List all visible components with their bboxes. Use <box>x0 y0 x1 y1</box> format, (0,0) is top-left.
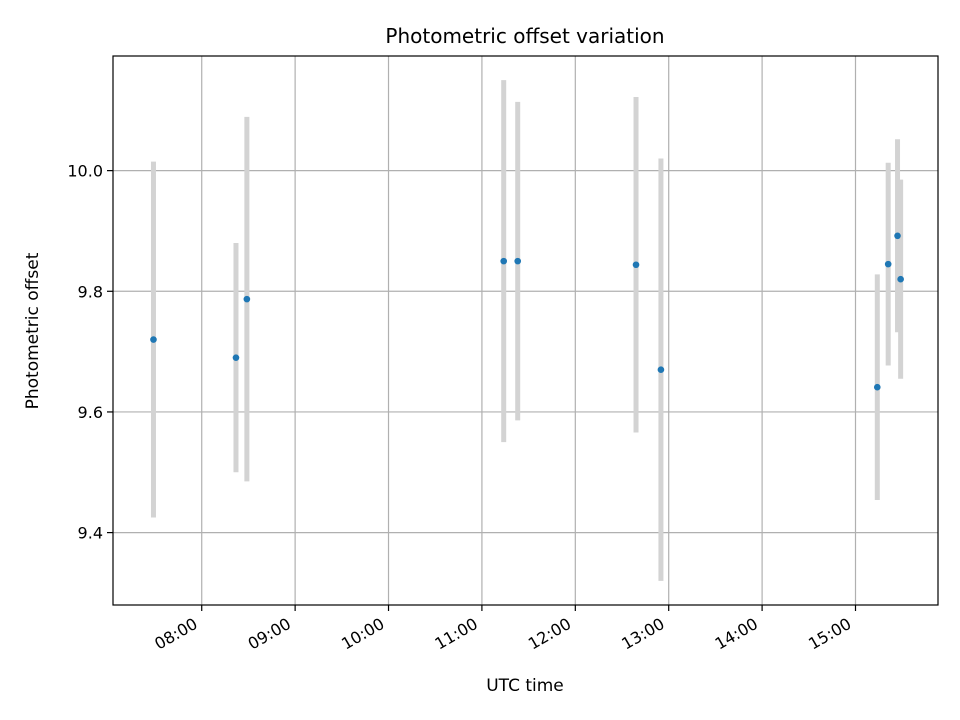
data-point <box>514 257 522 265</box>
data-point <box>243 295 251 303</box>
data-point <box>632 261 640 269</box>
y-tick-label: 9.4 <box>78 524 103 543</box>
plot-area <box>113 56 938 605</box>
y-axis-title: Photometric offset <box>23 252 43 409</box>
data-point <box>873 383 881 391</box>
y-tick-label: 9.6 <box>78 403 103 422</box>
data-point <box>884 260 892 268</box>
y-tick-label: 9.8 <box>78 282 103 301</box>
x-axis-title: UTC time <box>486 676 564 696</box>
data-point <box>150 336 157 343</box>
plot-frame <box>112 55 939 606</box>
data-point <box>894 232 901 240</box>
data-point <box>232 354 240 361</box>
chart-title: Photometric offset variation <box>385 24 664 48</box>
data-point <box>897 275 904 283</box>
data-point <box>657 366 665 374</box>
grid <box>113 56 938 605</box>
y-axis-ticks: 9.4 9.6 9.8 10.0 <box>67 162 113 543</box>
y-tick-label: 10.0 <box>67 162 103 181</box>
data-points <box>150 232 904 391</box>
data-point <box>500 257 508 265</box>
